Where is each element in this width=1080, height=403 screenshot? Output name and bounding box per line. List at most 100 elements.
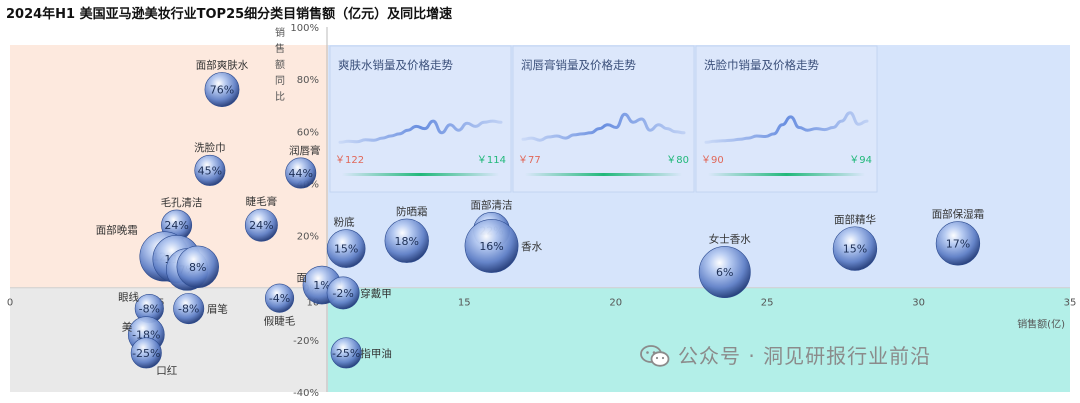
bubble-value-label: 24% — [249, 219, 273, 232]
bubble-circle — [244, 208, 278, 242]
bubble-circle — [204, 72, 240, 107]
bubble-value-label: -25% — [132, 347, 160, 360]
bubble-value-label: 6% — [716, 266, 733, 279]
bubbles: 76% 面部爽肤水 45% 洗脸巾 44% 润唇膏 24% 毛孔清洁 24% 睫毛膏 15% 粉底 18… — [96, 58, 984, 377]
bubble-value-label: 8% — [189, 261, 206, 274]
x-tick-label: 20 — [609, 298, 622, 309]
bubble: -4% 假睫毛 — [264, 283, 296, 327]
bubble-value-label: 16% — [479, 240, 503, 253]
bubble-value-label: 15% — [334, 243, 358, 256]
watermark: 公众号 · 洞见研报行业前沿 — [640, 340, 931, 369]
trend-panel-frame — [512, 45, 695, 193]
bubble: -25% 指甲油 — [330, 337, 392, 369]
watermark-text: 公众号 · 洞见研报行业前沿 — [678, 344, 932, 368]
bubble-circle — [285, 157, 317, 189]
bubble: -8% 眉笔 — [173, 293, 228, 325]
y-axis-label-char: 比 — [275, 91, 285, 103]
chart-title: 2024年H1 美国亚马逊美妆行业TOP25细分类目销售额（亿元）及同比增速 — [6, 7, 453, 22]
bubble-circle — [832, 226, 878, 271]
bubble-value-label: 44% — [289, 167, 313, 180]
quadrant-bottom-right — [328, 287, 1070, 392]
bubble-category-label: 眼线 — [118, 291, 139, 304]
trend-panels: 爽肤水销量及价格走势 ￥122 ￥114 润唇膏销量及价格走势 ￥77 ￥80 洗脸巾销量及… — [329, 45, 878, 193]
x-axis-label: 销售额(亿) — [1017, 318, 1065, 331]
bubble-value-label: -2% — [332, 287, 353, 300]
bubble-category-label: 睫毛膏 — [246, 195, 278, 208]
trend-panel: 爽肤水销量及价格走势 ￥122 ￥114 — [329, 45, 512, 193]
bubble: 17% 面部保湿霜 — [932, 208, 985, 266]
bubble-circle — [326, 229, 366, 268]
bubble-circle — [326, 276, 360, 310]
trend-line — [521, 112, 686, 142]
y-axis-label-char: 额 — [275, 58, 285, 71]
bubble: -25% 口红 — [130, 337, 178, 377]
bubble-category-label: 面部晚霜 — [96, 224, 138, 237]
bubble-value-label: -8% — [178, 303, 199, 316]
price-end: ￥114 — [477, 155, 506, 166]
bubble-circle — [330, 337, 362, 369]
bubble: 6% 女士香水 — [698, 232, 751, 299]
bubble: 15% 面部精华 — [832, 213, 878, 271]
bubble: -8%眼线 — [118, 291, 164, 324]
bubble: 44% 润唇膏 — [285, 144, 321, 189]
bubble: 8% — [176, 245, 219, 289]
trend-panel: 洗脸巾销量及价格走势 ￥90 ￥94 — [695, 45, 878, 193]
bubble-value-label: 15% — [843, 243, 867, 256]
y-tick-label: 20% — [297, 232, 319, 243]
price-start: ￥77 — [518, 155, 541, 166]
bubble-circle — [194, 154, 226, 186]
bubble-category-label: 美 — [122, 321, 133, 334]
bubble-value-label: 24% — [164, 219, 188, 232]
bubble-value-label: 18% — [395, 235, 419, 248]
y-tick-label: -40% — [293, 388, 319, 399]
bubble-circle — [173, 293, 205, 325]
y-tick-label: -20% — [293, 336, 319, 347]
bubble-category-label: 穿戴甲 — [360, 287, 392, 300]
bubble-value-label: 76% — [210, 84, 234, 97]
trend-panel-title: 润唇膏销量及价格走势 — [521, 58, 636, 72]
bubble-value-label: 1% — [313, 279, 330, 292]
trend-panel-title: 洗脸巾销量及价格走势 — [704, 58, 819, 72]
bubble-category-label: 眉笔 — [207, 303, 228, 316]
y-axis-label-char: 销 — [275, 26, 285, 39]
bubble-circle — [464, 219, 519, 273]
bubble-category-label: 面部爽肤水 — [196, 58, 249, 71]
bubble-value-label: -4% — [269, 292, 290, 305]
bubble-category-label: 香水 — [521, 241, 542, 253]
bubble-category-label: 防晒霜 — [396, 205, 428, 218]
x-tick-label: 0 — [7, 298, 13, 309]
y-axis-label-char: 同 — [275, 75, 285, 87]
bubble-category-label: 假睫毛 — [264, 314, 296, 327]
bubble-value-label: -18% — [132, 329, 160, 342]
bubble-category-label: 面部保湿霜 — [932, 208, 985, 221]
bubble: 18% 防晒霜 — [384, 205, 429, 263]
trend-baseline — [708, 173, 865, 176]
trend-panel-frame — [329, 45, 512, 193]
bubble-category-label: 洗脸巾 — [194, 141, 226, 154]
bubble-category-label: 毛孔清洁 — [161, 196, 203, 209]
price-end: ￥80 — [666, 155, 689, 166]
bubble-category-label: 口红 — [156, 364, 177, 377]
bubble-category-label: 粉底 — [334, 216, 355, 229]
price-end: ￥94 — [849, 155, 872, 166]
bubble: 76% 面部爽肤水 — [196, 58, 249, 107]
bubble-value-label: 45% — [198, 164, 222, 177]
bubble-category-label: 女士香水 — [709, 232, 751, 245]
bubble-category-label: 面 — [296, 272, 307, 284]
x-tick-label: 30 — [912, 298, 925, 309]
price-start: ￥122 — [335, 155, 364, 166]
trend-baseline — [342, 173, 499, 176]
trend-panel: 润唇膏销量及价格走势 ￥77 ￥80 — [512, 45, 695, 193]
bubble-circle — [384, 218, 429, 263]
bubble-value-label: -25% — [332, 347, 360, 360]
bubble-circle — [130, 337, 162, 369]
y-tick-label: 100% — [290, 23, 319, 34]
x-tick-label: 15 — [458, 298, 471, 309]
bubble-value-label: 17% — [946, 237, 970, 250]
price-start: ￥90 — [701, 155, 724, 166]
x-tick-label: 10 — [306, 298, 319, 309]
bubble-category-label: 润唇膏 — [289, 144, 321, 157]
y-tick-label: 80% — [297, 75, 319, 86]
bubble: -2% 穿戴甲 — [326, 276, 392, 310]
bubble-circle — [264, 283, 295, 313]
